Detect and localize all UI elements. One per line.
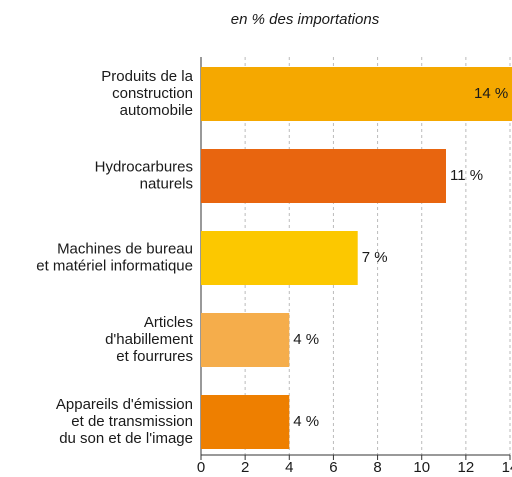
bar <box>201 313 290 367</box>
x-tick-label: 12 <box>458 459 475 476</box>
x-tick-label: 2 <box>241 459 249 476</box>
value-label: 4 % <box>293 413 319 430</box>
chart-subtitle: en % des importations <box>231 11 380 28</box>
y-tick-label: Articles d'habillement et fourrures <box>105 314 194 365</box>
y-tick-label: Hydrocarbures naturels <box>95 158 193 192</box>
x-tick-label: 0 <box>197 459 205 476</box>
bar <box>201 231 358 285</box>
y-tick-label: Appareils d'émission et de transmission du… <box>56 396 193 447</box>
x-tick-label: 6 <box>329 459 337 476</box>
bar <box>201 149 446 203</box>
value-label: 4 % <box>293 331 319 348</box>
value-label: 14 % <box>474 85 508 102</box>
value-label: 7 % <box>362 249 388 266</box>
bar <box>201 67 512 121</box>
x-tick-label: 14 <box>502 459 512 476</box>
x-tick-label: 8 <box>373 459 381 476</box>
y-tick-label: Produits de la construction automobile <box>101 68 193 119</box>
x-tick-label: 10 <box>413 459 430 476</box>
bar <box>201 395 290 449</box>
value-label: 11 % <box>450 167 483 184</box>
y-tick-label: Machines de bureau et matériel informatiq… <box>36 240 193 274</box>
x-tick-label: 4 <box>285 459 293 476</box>
